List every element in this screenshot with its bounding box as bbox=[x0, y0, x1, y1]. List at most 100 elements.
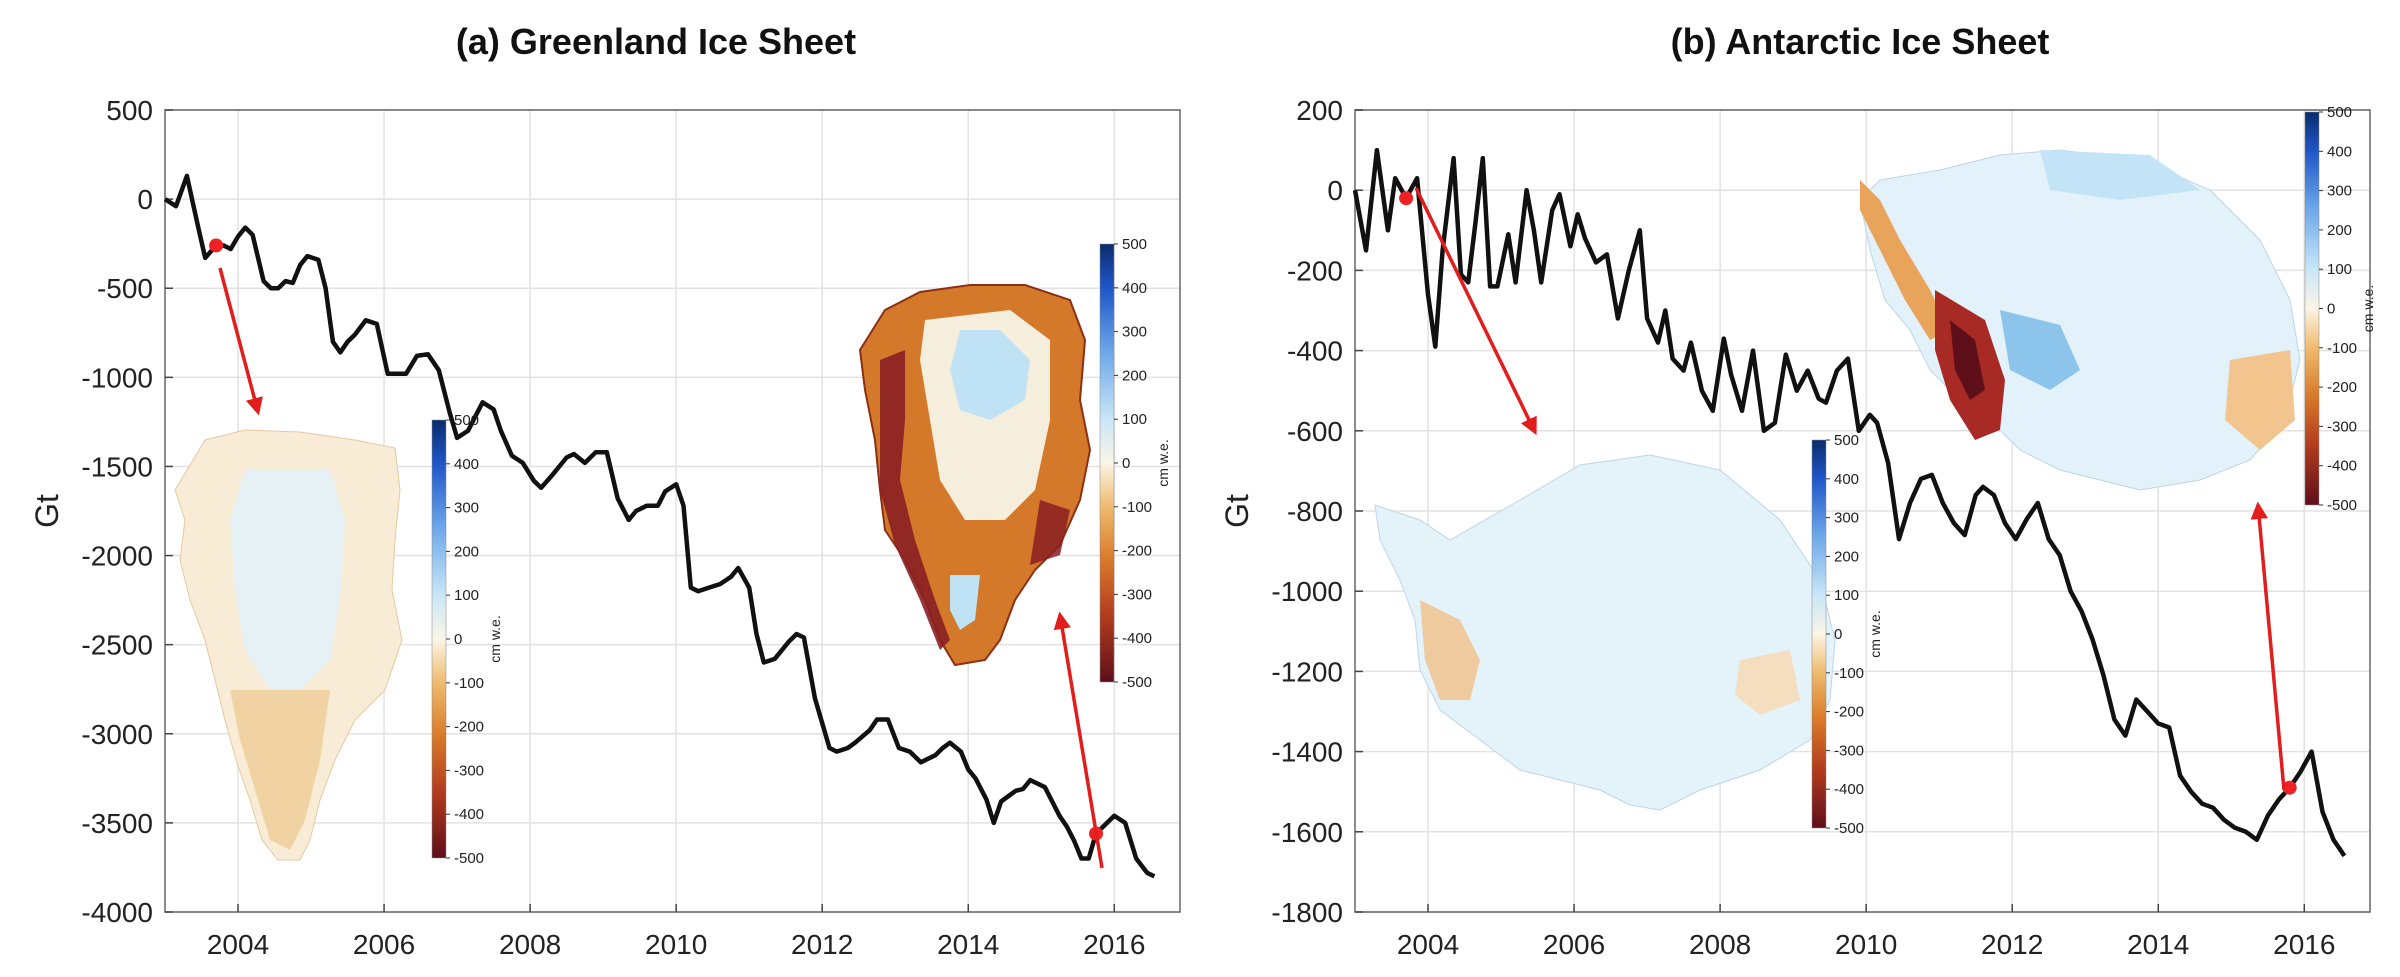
greenland-map-2003-interior bbox=[230, 470, 345, 690]
colorbar-tick-label: 500 bbox=[454, 412, 479, 429]
colorbar-tick-label: -400 bbox=[1122, 630, 1152, 647]
y-tick-label: -200 bbox=[1287, 255, 1343, 286]
x-tick-label: 2004 bbox=[207, 929, 269, 960]
colorbar-tick-label: -500 bbox=[454, 850, 484, 867]
colorbar-gradient bbox=[1811, 439, 1827, 829]
y-axis-label: Gt bbox=[29, 494, 65, 528]
colorbar-b-lower: 500 400 300 200 100 0 -100 -200 -300 -400 -500 cm w… bbox=[1811, 432, 1883, 837]
colorbar-tick-label: -200 bbox=[2327, 379, 2357, 396]
panel-a-plot: 2004 2006 2008 2010 2012 2014 2016 500 0 -500 -100… bbox=[29, 95, 1181, 960]
colorbar-a-lower: 500 400 300 200 100 0 -100 -200 -300 -400 -500 cm w… bbox=[431, 412, 503, 867]
snapshot-arrow bbox=[1053, 611, 1104, 869]
y-tick-label: -1000 bbox=[81, 362, 153, 393]
y-tick-label: -3000 bbox=[81, 719, 153, 750]
y-tick-label: -800 bbox=[1287, 496, 1343, 527]
x-tick-label: 2012 bbox=[1981, 929, 2043, 960]
greenland-map-2015-gain bbox=[950, 330, 1030, 420]
colorbar-tick-label: -200 bbox=[1834, 704, 1864, 721]
panel-a-title: (a) Greenland Ice Sheet bbox=[456, 21, 856, 62]
x-tick-label: 2016 bbox=[2273, 929, 2335, 960]
y-tick-label: -4000 bbox=[81, 897, 153, 928]
colorbar-tick-label: -200 bbox=[1122, 543, 1152, 560]
y-tick-label: -1800 bbox=[1271, 897, 1343, 928]
x-tick-label: 2010 bbox=[1835, 929, 1897, 960]
greenland-map-2015-outer-loss bbox=[880, 350, 950, 650]
colorbar-tick-label: -500 bbox=[1122, 674, 1152, 691]
antarctica-map-2015-peninsula bbox=[1860, 180, 1950, 340]
plot-frame bbox=[164, 109, 1181, 913]
y-tick-label: -500 bbox=[97, 273, 153, 304]
snapshot-marker bbox=[1399, 191, 1414, 206]
y-axis-label: Gt bbox=[1219, 494, 1255, 528]
antarctica-map-2015-amundsen-core bbox=[1950, 320, 1985, 400]
colorbar-tick-label: 0 bbox=[1122, 455, 1130, 472]
colorbar-tick-label: 300 bbox=[2327, 183, 2352, 200]
y-tick-label: -400 bbox=[1287, 336, 1343, 367]
colorbar-tick-label: 200 bbox=[1834, 548, 1859, 565]
x-tick-label: 2008 bbox=[1689, 929, 1751, 960]
y-tick-label: 200 bbox=[1296, 95, 1343, 126]
colorbar-tick-label: -300 bbox=[2327, 418, 2357, 435]
y-tick-label: 0 bbox=[137, 184, 153, 215]
x-tick-label: 2010 bbox=[645, 929, 707, 960]
y-tick-label: -2500 bbox=[81, 630, 153, 661]
snapshot-marker bbox=[2282, 780, 2297, 795]
colorbar-gradient bbox=[1099, 243, 1115, 683]
colorbar-tick-label: -400 bbox=[454, 806, 484, 823]
colorbar-gradient bbox=[2304, 111, 2320, 506]
colorbar-label: cm w.e. bbox=[1155, 439, 1171, 486]
y-tick-label: -1400 bbox=[1271, 737, 1343, 768]
x-tick-label: 2014 bbox=[2127, 929, 2189, 960]
y-tick-label: -3500 bbox=[81, 808, 153, 839]
snapshot-marker bbox=[209, 238, 224, 253]
x-tick-label: 2004 bbox=[1397, 929, 1459, 960]
x-tick-label: 2016 bbox=[1083, 929, 1145, 960]
colorbar-tick-label: 400 bbox=[454, 456, 479, 473]
colorbar-tick-label: -300 bbox=[1834, 742, 1864, 759]
colorbar-tick-label: -300 bbox=[454, 762, 484, 779]
colorbar-tick-label: 100 bbox=[2327, 261, 2352, 278]
antarctica-map-2003 bbox=[1374, 454, 1836, 811]
colorbar-tick-label: 500 bbox=[2327, 104, 2352, 121]
colorbar-tick-label: -300 bbox=[1122, 586, 1152, 603]
greenland-map-2015-south-gain bbox=[950, 575, 980, 630]
colorbar-tick-label: 0 bbox=[1834, 626, 1842, 643]
colorbar-tick-label: 500 bbox=[1122, 236, 1147, 253]
colorbar-tick-label: -200 bbox=[454, 719, 484, 736]
y-tick-label: -1500 bbox=[81, 451, 153, 482]
colorbar-gradient bbox=[431, 419, 447, 859]
colorbar-tick-label: 300 bbox=[1834, 510, 1859, 527]
colorbar-tick-label: 200 bbox=[2327, 222, 2352, 239]
x-tick-label: 2006 bbox=[1543, 929, 1605, 960]
colorbar-tick-label: 400 bbox=[1834, 471, 1859, 488]
antarctica-map-2015-east-loss bbox=[2225, 350, 2295, 450]
x-tick-label: 2014 bbox=[937, 929, 999, 960]
y-tick-label: -600 bbox=[1287, 416, 1343, 447]
snapshot-arrow bbox=[2250, 501, 2286, 791]
panel-b-map-insets bbox=[1374, 149, 2301, 811]
colorbar-tick-label: -100 bbox=[1122, 499, 1152, 516]
greenland-map-2015-margin-loss bbox=[1030, 500, 1070, 565]
panel-a-map-insets bbox=[174, 284, 1092, 861]
y-tick-label: 0 bbox=[1327, 175, 1343, 206]
y-tick-label: -1600 bbox=[1271, 817, 1343, 848]
colorbar-tick-label: 300 bbox=[1122, 324, 1147, 341]
colorbar-label: cm w.e. bbox=[2360, 285, 2376, 332]
colorbar-tick-label: 100 bbox=[1122, 411, 1147, 428]
colorbar-a-upper: 500 400 300 200 100 0 -100 -200 -300 -400 -500 cm w… bbox=[1099, 236, 1171, 691]
y-tick-label: -1000 bbox=[1271, 576, 1343, 607]
colorbar-tick-label: -100 bbox=[454, 675, 484, 692]
colorbar-tick-label: 400 bbox=[1122, 280, 1147, 297]
antarctica-map-2015-gain bbox=[2000, 310, 2080, 390]
colorbar-tick-label: 100 bbox=[1834, 587, 1859, 604]
series-line bbox=[163, 173, 1156, 879]
colorbar-tick-label: -500 bbox=[1834, 820, 1864, 837]
y-tick-label: 500 bbox=[106, 95, 153, 126]
series-line bbox=[1352, 147, 2347, 858]
colorbar-tick-label: 100 bbox=[454, 587, 479, 604]
snapshot-arrow bbox=[218, 267, 263, 416]
y-tick-label: -2000 bbox=[81, 541, 153, 572]
colorbar-tick-label: 0 bbox=[2327, 301, 2335, 318]
x-tick-label: 2006 bbox=[353, 929, 415, 960]
colorbar-tick-label: 500 bbox=[1834, 432, 1859, 449]
